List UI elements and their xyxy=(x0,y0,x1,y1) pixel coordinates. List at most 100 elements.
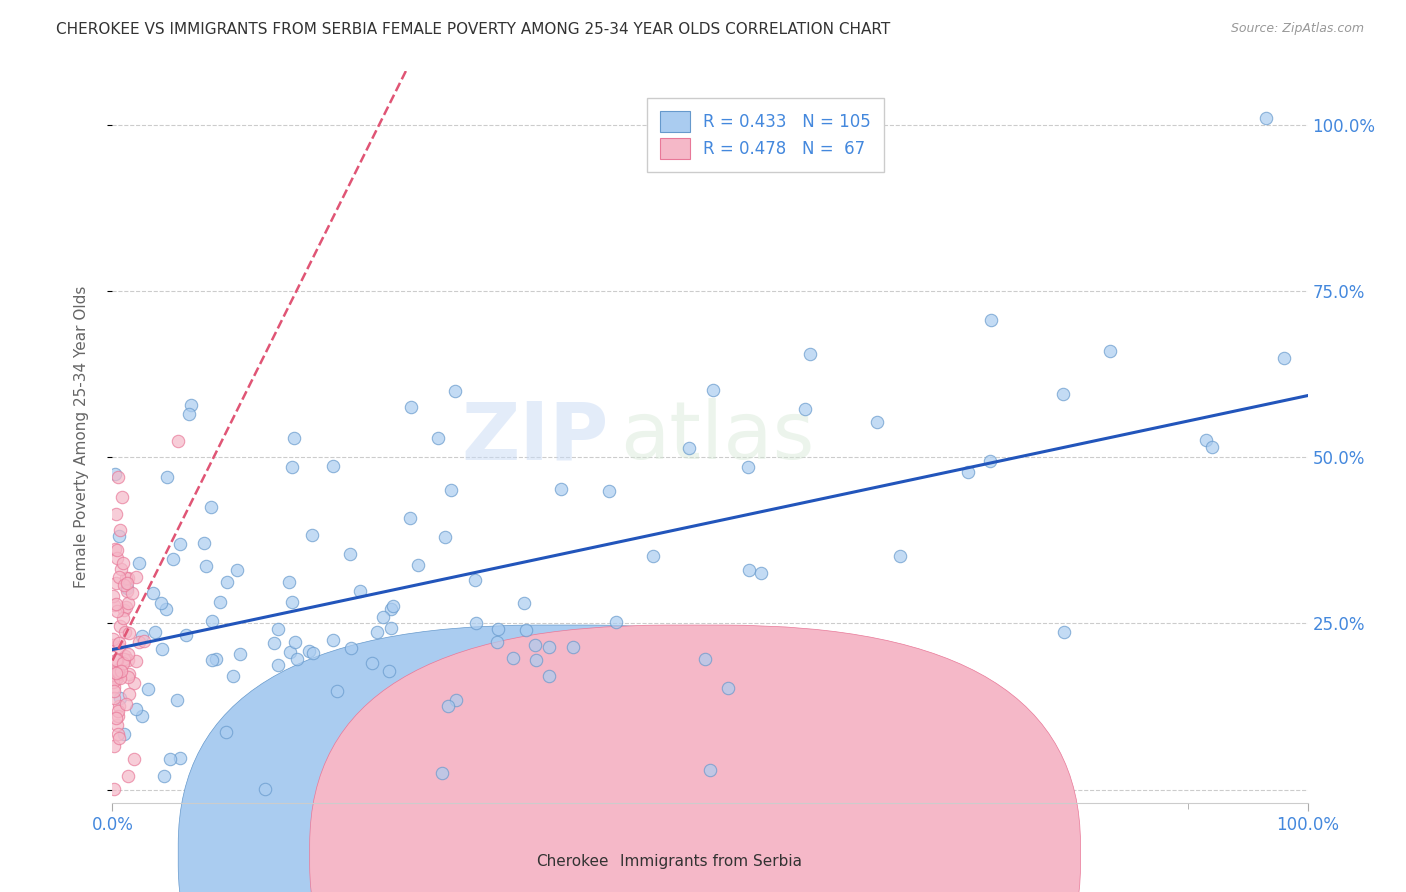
Point xyxy=(107,731,129,746)
Point xyxy=(105,653,128,667)
Point xyxy=(699,763,721,777)
Point xyxy=(737,459,759,474)
Point xyxy=(799,347,821,361)
Point xyxy=(155,602,177,616)
Point xyxy=(103,638,125,652)
Point xyxy=(643,549,665,563)
Point xyxy=(322,632,344,647)
Point xyxy=(112,578,135,592)
Point xyxy=(325,683,347,698)
Point xyxy=(502,651,524,665)
Point xyxy=(180,398,202,412)
Point xyxy=(114,648,136,663)
Point xyxy=(408,558,430,573)
Point xyxy=(486,622,509,636)
Point xyxy=(433,531,456,545)
Point xyxy=(889,549,911,563)
Point xyxy=(284,634,307,648)
Point xyxy=(201,653,224,667)
Point xyxy=(117,653,139,667)
Point xyxy=(107,667,129,681)
Point xyxy=(105,653,128,667)
Point xyxy=(142,586,165,600)
Point xyxy=(131,709,153,723)
Point xyxy=(678,441,700,455)
Point xyxy=(103,598,125,612)
Point xyxy=(118,625,141,640)
Point xyxy=(537,640,560,655)
Point xyxy=(125,702,148,716)
Point xyxy=(107,665,129,680)
Point xyxy=(115,572,138,586)
Point xyxy=(298,644,321,658)
Point xyxy=(125,654,148,668)
Point xyxy=(1201,440,1223,454)
Point xyxy=(103,691,125,706)
Point xyxy=(229,647,252,661)
Point xyxy=(108,699,131,714)
Text: ZIP: ZIP xyxy=(461,398,609,476)
Point xyxy=(283,431,305,445)
Point xyxy=(108,529,131,543)
Point xyxy=(107,704,129,718)
Point xyxy=(430,766,453,780)
Point xyxy=(371,610,394,624)
Point xyxy=(222,668,245,682)
Point xyxy=(104,467,127,481)
Point xyxy=(115,576,138,591)
Point xyxy=(426,431,449,445)
Point xyxy=(112,656,135,670)
Point xyxy=(253,781,276,796)
Point xyxy=(169,750,191,764)
Point xyxy=(110,664,132,678)
Text: Cherokee: Cherokee xyxy=(536,854,609,869)
Point xyxy=(111,490,134,504)
Point xyxy=(263,636,285,650)
Point xyxy=(177,407,200,421)
Point xyxy=(339,547,361,561)
Point xyxy=(103,739,125,753)
Point xyxy=(695,651,717,665)
Point xyxy=(717,681,740,695)
Point xyxy=(105,671,128,685)
Point xyxy=(380,621,402,635)
Point xyxy=(524,653,547,667)
Point xyxy=(598,483,620,498)
Point xyxy=(979,454,1001,468)
Point xyxy=(1272,351,1295,366)
Point xyxy=(103,680,125,694)
Y-axis label: Female Poverty Among 25-34 Year Olds: Female Poverty Among 25-34 Year Olds xyxy=(75,286,89,588)
Point xyxy=(200,500,222,515)
Point xyxy=(1195,434,1218,448)
Point xyxy=(162,551,184,566)
Point xyxy=(749,566,772,580)
Point xyxy=(143,624,166,639)
Point xyxy=(101,674,124,689)
Point xyxy=(281,594,304,608)
Point xyxy=(125,569,148,583)
Point xyxy=(349,583,371,598)
Point xyxy=(121,586,143,600)
Point xyxy=(122,675,145,690)
Point xyxy=(114,599,136,614)
FancyBboxPatch shape xyxy=(179,625,949,892)
Point xyxy=(136,681,159,696)
Point xyxy=(980,313,1002,327)
Point xyxy=(115,584,138,599)
Point xyxy=(440,483,463,497)
Point xyxy=(201,615,224,629)
Legend: R = 0.433   N = 105, R = 0.478   N =  67: R = 0.433 N = 105, R = 0.478 N = 67 xyxy=(647,98,884,172)
Point xyxy=(285,652,308,666)
Point xyxy=(108,570,131,584)
Point xyxy=(278,575,301,590)
Point xyxy=(702,384,724,398)
Point xyxy=(103,684,125,698)
Point xyxy=(105,663,128,677)
Point xyxy=(117,769,139,783)
Point xyxy=(115,581,138,595)
Point xyxy=(515,624,537,638)
Point xyxy=(215,725,238,739)
Point xyxy=(105,604,128,618)
Point xyxy=(176,628,198,642)
Point xyxy=(132,634,155,648)
